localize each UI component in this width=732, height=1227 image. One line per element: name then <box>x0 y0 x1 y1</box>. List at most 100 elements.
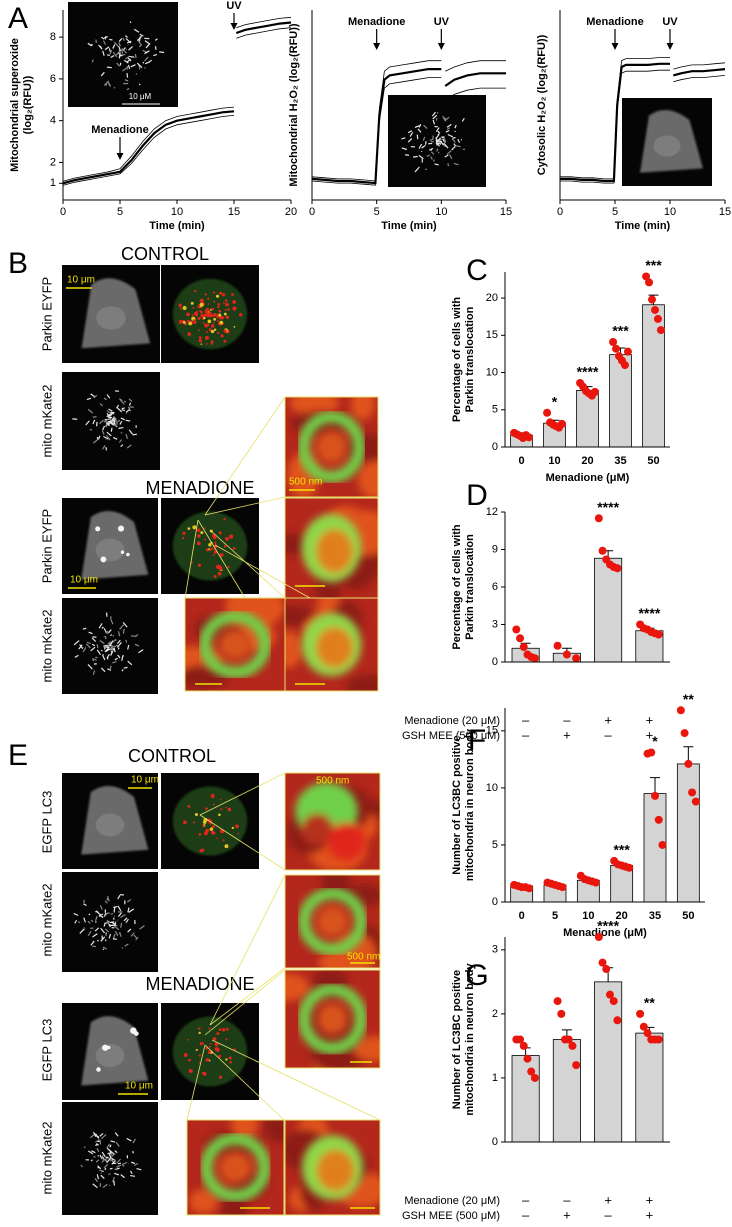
organelle <box>302 1135 363 1200</box>
mito <box>207 298 209 300</box>
mito <box>187 320 190 323</box>
mito <box>202 825 204 827</box>
mito <box>213 301 215 303</box>
mito <box>186 312 190 316</box>
treatment-sign: + <box>646 1192 654 1207</box>
data-point <box>692 798 700 806</box>
data-point <box>523 1055 531 1063</box>
data-point <box>543 409 551 417</box>
data-point <box>531 654 539 662</box>
micrograph <box>281 1117 388 1215</box>
mito <box>226 315 230 319</box>
data-point <box>624 348 632 356</box>
mito <box>115 1169 117 1170</box>
nucleus <box>96 813 125 836</box>
data-point <box>525 884 533 892</box>
mito <box>198 329 200 331</box>
micrograph <box>266 968 396 1081</box>
x-tick-label: 20 <box>285 206 297 218</box>
data-point <box>651 792 659 800</box>
y-tick-label: 12 <box>486 506 498 518</box>
mito <box>97 644 98 648</box>
data-point <box>554 997 562 1005</box>
mito <box>214 328 216 330</box>
data-point <box>651 306 659 314</box>
core <box>317 1003 347 1034</box>
organelle <box>302 613 362 676</box>
dot <box>126 553 130 557</box>
significance: **** <box>597 918 619 934</box>
scale-label: 10 μm <box>131 775 159 786</box>
bar <box>677 764 699 902</box>
mito <box>193 821 195 823</box>
mito <box>200 531 203 534</box>
panel-letter: B <box>8 247 28 280</box>
mito <box>183 306 187 310</box>
data-point <box>655 816 663 824</box>
data-point <box>625 864 633 872</box>
x-tick-label: 10 <box>171 206 183 218</box>
annotation: UV <box>662 16 678 28</box>
arrow-head <box>117 153 124 160</box>
mito <box>178 304 181 307</box>
dot <box>95 526 100 531</box>
mito <box>229 1061 232 1064</box>
mito <box>205 807 208 810</box>
mito <box>210 1043 212 1045</box>
mito <box>211 308 214 311</box>
mito <box>225 309 227 311</box>
scale-label: 500 nm <box>289 477 322 488</box>
channel-label: mito mKate2 <box>39 610 54 683</box>
mito <box>199 1054 201 1056</box>
mito <box>187 332 191 336</box>
mito <box>220 553 224 557</box>
y-axis-label: Number of LC3BC positive <box>451 735 463 874</box>
mito <box>189 1069 193 1073</box>
mito <box>421 151 422 152</box>
mito <box>124 667 128 668</box>
data-point <box>568 1042 576 1050</box>
significance: ** <box>683 691 694 707</box>
mito <box>197 306 199 308</box>
mito <box>216 315 219 318</box>
arrow-head <box>438 43 445 50</box>
red <box>328 823 366 861</box>
micrograph <box>161 1003 259 1100</box>
data-point <box>654 315 662 323</box>
scale-label: 10 μm <box>125 1081 153 1092</box>
channel-label: mito mKate2 <box>39 1122 54 1195</box>
annotation: Menadione <box>348 16 405 28</box>
channel-label: Parkin EYFP <box>39 509 54 583</box>
micrograph-content <box>388 95 486 187</box>
mito <box>193 321 196 324</box>
micrograph <box>62 598 158 694</box>
micrograph <box>62 372 160 470</box>
mito <box>204 314 207 317</box>
mito <box>118 648 119 650</box>
mito <box>110 650 113 651</box>
x-axis-label: Time (min) <box>149 220 205 232</box>
data-point <box>636 1010 644 1018</box>
mito <box>204 323 208 327</box>
mito <box>211 330 214 333</box>
x-axis-label: Time (min) <box>615 220 671 232</box>
mito <box>200 311 203 314</box>
y-tick-label: 2 <box>492 1008 498 1020</box>
y-tick-label: 5 <box>492 839 498 851</box>
x-tick-label: 0 <box>518 455 524 467</box>
channel-label: mito mKate2 <box>39 884 54 957</box>
mito <box>228 566 230 568</box>
mito <box>204 527 206 529</box>
mito <box>217 332 219 334</box>
mito <box>110 1168 113 1169</box>
mito <box>187 527 190 530</box>
mito <box>217 306 219 308</box>
y-axis-label: Cytosolic H₂O₂ (log₂(RFU)) <box>536 34 548 175</box>
annotation: Menadione <box>91 124 148 136</box>
nucleus <box>96 306 125 330</box>
significance: **** <box>638 605 660 621</box>
significance: *** <box>612 323 629 339</box>
mito <box>211 324 215 328</box>
mito <box>211 831 214 834</box>
y-tick-label: 10 <box>486 782 498 794</box>
